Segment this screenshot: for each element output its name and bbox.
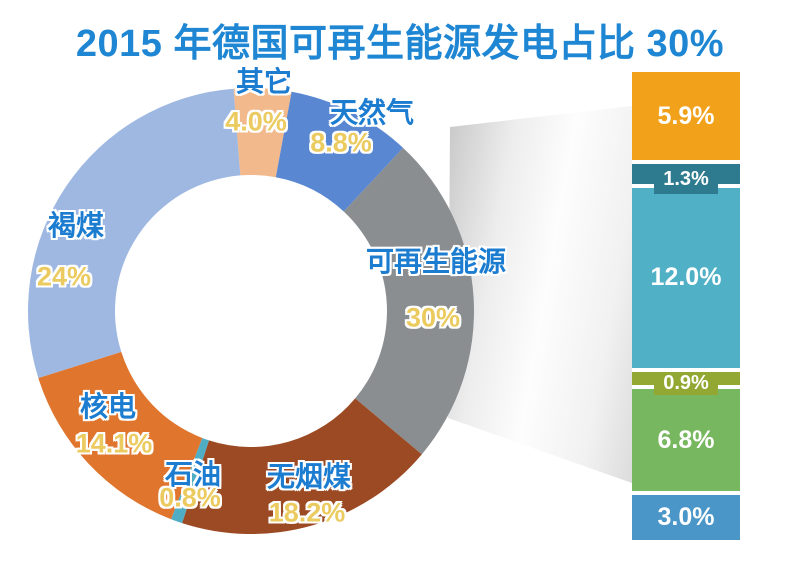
- donut-segment-核电: [38, 351, 203, 520]
- stacked-bar: 5.9% 1.3% 12.0% 0.9% 6.8% 3.0%: [632, 72, 740, 540]
- bar-segment-chip-1: 1.3%: [654, 164, 718, 194]
- bar-segment-value: 5.9%: [657, 101, 715, 130]
- chart-title: 2015 年德国可再生能源发电占比 30%: [75, 23, 725, 65]
- donut-segment-天然气: [275, 91, 404, 212]
- donut-segment-可再生能源: [343, 147, 475, 455]
- bar-segment-value: 3.0%: [657, 503, 715, 532]
- bar-segment-4: 6.8%: [632, 389, 740, 492]
- bar-segment-5: 3.0%: [632, 495, 740, 540]
- bar-segment-value: 12.0%: [650, 263, 722, 292]
- bar-segment-chip-3: 0.9%: [654, 371, 718, 396]
- bar-segment-value: 1.3%: [663, 168, 709, 191]
- funnel-connector: [448, 106, 632, 483]
- donut-segment-褐煤: [27, 88, 241, 379]
- bar-segment-0: 5.9%: [632, 72, 740, 161]
- donut-segment-无烟煤: [182, 398, 422, 535]
- donut-segment-其它: [233, 88, 292, 178]
- bar-segment-2: 12.0%: [632, 187, 740, 368]
- bar-segment-value: 6.8%: [657, 425, 715, 454]
- bar-segment-value: 0.9%: [663, 372, 709, 395]
- donut-segment-石油: [171, 437, 209, 524]
